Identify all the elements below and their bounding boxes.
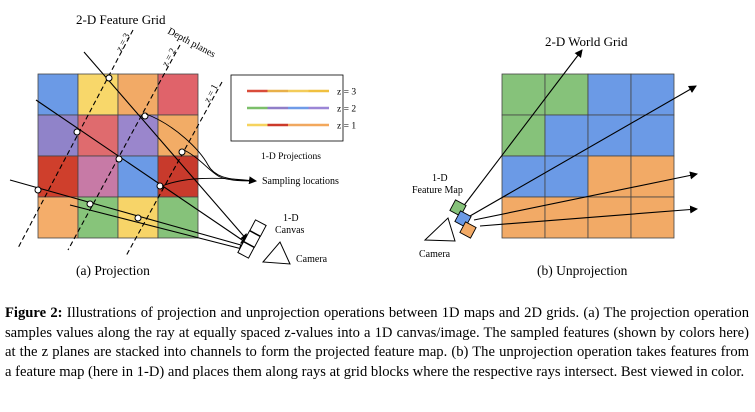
feature-map-label-line1: 1-D	[432, 173, 448, 184]
projection-rays	[9, 51, 249, 253]
grid-cell	[630, 155, 675, 198]
unprojection-panel: 2-D World Grid 1-D Feature Map Camera (b…	[412, 34, 698, 278]
sampling-locations-label: Sampling locations	[262, 176, 339, 187]
ray	[461, 49, 583, 209]
leader-line	[183, 149, 257, 182]
grid-cell	[157, 114, 199, 157]
grid-cell	[630, 114, 675, 157]
grid-cell	[501, 114, 546, 157]
grid-cell	[157, 196, 199, 239]
sampling-point	[134, 214, 142, 222]
grid-cell	[501, 196, 546, 239]
feature-grid-title: 2-D Feature Grid	[76, 12, 166, 27]
depth-plane-z1	[125, 81, 223, 257]
sampling-points	[34, 74, 186, 222]
feature-map-label-line2: Feature Map	[412, 185, 463, 196]
projection-legend: z = 3 z = 2 z = 1	[247, 88, 356, 132]
ray	[469, 85, 697, 217]
figure: 2-D Feature Grid z = 3 z = 2 z = 1 Depth…	[9, 12, 698, 278]
plane-label-z2: z = 2	[161, 47, 179, 69]
grid-cell	[77, 155, 119, 198]
depth-planes	[17, 29, 223, 257]
ray	[69, 204, 247, 253]
sampling-point	[105, 74, 113, 82]
projection-panel-label: (a) Projection	[76, 263, 150, 278]
camera-icon	[423, 217, 456, 242]
canvas-1d	[237, 219, 267, 259]
ray	[35, 99, 249, 245]
camera-label-right: Camera	[419, 249, 451, 260]
grid-cell	[37, 73, 79, 116]
world-grid	[501, 73, 675, 239]
caption-prefix: Figure 2:	[5, 305, 63, 321]
legend-caption: 1-D Projections	[261, 152, 321, 162]
sampling-point	[178, 148, 186, 156]
unprojection-rays	[461, 49, 698, 227]
depth-plane-z2	[67, 44, 181, 251]
grid-cell	[501, 73, 546, 116]
ray	[9, 179, 249, 249]
sampling-point	[34, 186, 42, 194]
grid-cell	[77, 73, 119, 116]
grid-cell	[587, 73, 632, 116]
canvas-cell	[249, 219, 267, 237]
grid-cell	[544, 155, 589, 198]
grid-cell	[117, 114, 159, 157]
grid-cell	[157, 73, 199, 116]
feature-map-cell	[459, 221, 477, 239]
legend-label: z = 3	[337, 88, 356, 98]
feature-grid	[37, 73, 199, 239]
canvas-cell	[243, 230, 261, 248]
grid-cell	[587, 155, 632, 198]
projection-panel: 2-D Feature Grid z = 3 z = 2 z = 1 Depth…	[9, 12, 356, 278]
ray	[83, 51, 249, 242]
grid-cell	[544, 73, 589, 116]
grid-cell	[501, 155, 546, 198]
sampling-point	[73, 128, 81, 136]
legend-label: z = 2	[337, 105, 356, 115]
plane-label-z3: z = 3	[115, 32, 133, 54]
sampling-point	[115, 155, 123, 163]
figure-caption: Figure 2: Illustrations of projection an…	[5, 304, 749, 382]
world-grid-title: 2-D World Grid	[545, 34, 628, 49]
leader-line	[161, 176, 257, 187]
legend-label: z = 1	[337, 122, 356, 132]
ray	[473, 171, 698, 221]
grid-cell	[544, 114, 589, 157]
grid-cell	[77, 196, 119, 239]
depth-plane-z3	[17, 29, 134, 249]
unprojection-panel-label: (b) Unprojection	[537, 263, 628, 278]
grid-cell	[117, 155, 159, 198]
canvas-label-line2: Canvas	[275, 225, 305, 236]
camera-icon	[261, 241, 291, 265]
canvas-label-line1: 1-D	[283, 213, 299, 224]
camera-label-left: Camera	[296, 254, 328, 265]
sampling-point	[86, 200, 94, 208]
sampling-annotation	[145, 113, 257, 187]
grid-cell	[630, 196, 675, 239]
ray	[479, 205, 698, 227]
sampling-point	[141, 112, 149, 120]
grid-cell	[37, 196, 79, 239]
caption-text: Illustrations of projection and unprojec…	[5, 305, 749, 380]
grid-cell	[77, 114, 119, 157]
grid-cell	[37, 155, 79, 198]
grid-cell	[117, 73, 159, 116]
grid-cell	[630, 73, 675, 116]
grid-cell	[37, 114, 79, 157]
plane-label-z1: z = 1	[203, 83, 221, 105]
feature-map-1d	[449, 199, 477, 239]
canvas-cell	[237, 241, 255, 259]
